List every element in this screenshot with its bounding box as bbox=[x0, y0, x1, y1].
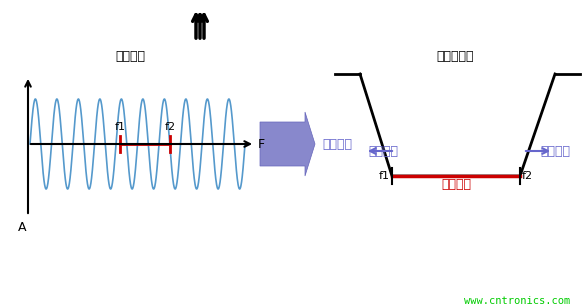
Text: 滤波器响应: 滤波器响应 bbox=[436, 50, 474, 62]
Text: 抑制频段: 抑制频段 bbox=[322, 137, 352, 151]
Text: www.cntronics.com: www.cntronics.com bbox=[463, 296, 570, 306]
Text: F: F bbox=[258, 137, 265, 151]
Text: 抑制频段: 抑制频段 bbox=[540, 145, 570, 158]
Text: f1: f1 bbox=[379, 171, 390, 181]
Text: f2: f2 bbox=[164, 122, 175, 132]
Text: 抑制频段: 抑制频段 bbox=[368, 145, 398, 158]
Polygon shape bbox=[260, 112, 315, 176]
Text: A: A bbox=[17, 221, 26, 234]
Text: 工作频段: 工作频段 bbox=[441, 178, 471, 191]
Text: f2: f2 bbox=[522, 171, 533, 181]
Text: f1: f1 bbox=[114, 122, 125, 132]
Text: 原始信号: 原始信号 bbox=[115, 50, 145, 62]
